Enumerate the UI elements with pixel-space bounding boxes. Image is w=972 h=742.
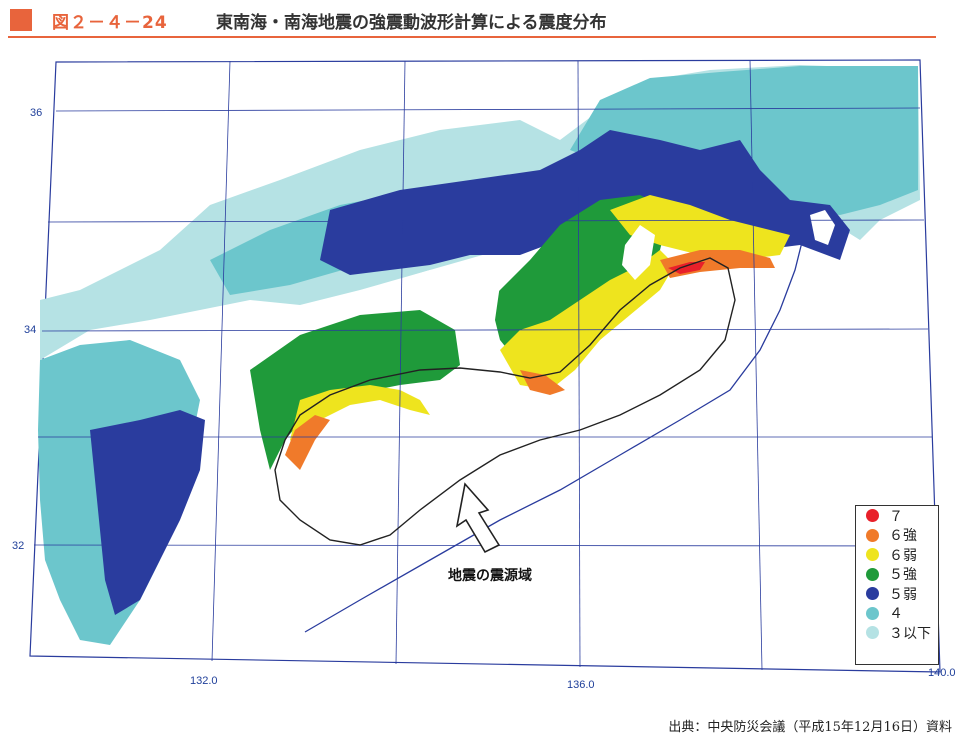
figure-header: 図２－４－24 東南海・南海地震の強震動波形計算による震度分布 [8,6,936,40]
legend-label: ５強 [889,567,917,584]
region-intensity-6-upper-kii [520,370,565,395]
legend-color-swatch [866,606,879,620]
tokyo-bay [810,210,835,245]
region-intensity-6-lower-kii [500,250,675,390]
legend-color-swatch [866,626,879,640]
header-marker [10,9,32,31]
lon-label-140: 140.0 [928,667,956,679]
source-region-outline [274,257,736,546]
region-intensity-6-lower-tokai [610,195,790,260]
lon-label-136: 136.0 [567,679,595,691]
header-underline [8,36,936,38]
source-citation: 出典：中央防災会議（平成15年12月16日）資料 [668,720,952,735]
region-intensity-6-upper-shikoku [285,415,330,470]
legend-label: ７ [889,508,903,525]
lat-label-34: 34 [24,324,36,336]
figure-title: 東南海・南海地震の強震動波形計算による震度分布 [216,13,607,33]
intensity-layers [38,65,920,645]
legend-label: ４ [889,606,903,623]
legend-color-swatch [866,587,879,601]
legend-color-swatch [866,528,879,542]
region-intensity-4 [570,66,918,215]
lat-label-36: 36 [30,107,42,119]
ise-bay [622,225,655,280]
legend-item: ６弱 [856,545,938,565]
legend-item: ３以下 [856,623,938,643]
region-intensity-5-lower-kyushu [90,410,205,615]
region-intensity-6-lower-shikoku [290,385,430,450]
legend-color-swatch [866,509,879,523]
region-intensity-5-lower [320,130,850,275]
source-region-label: 地震の震源域 [448,568,532,584]
lon-label-132: 132.0 [190,675,218,687]
seto-inland-sea [210,265,490,360]
legend-item: ６強 [856,526,938,546]
legend-item: ５弱 [856,584,938,604]
legend-label: ５弱 [889,586,917,603]
source-region-arrow [455,482,501,554]
legend-item: ５強 [856,565,938,585]
osaka-bay [470,265,500,335]
legend-item: ４ [856,604,938,624]
legend-item: ７ [856,506,938,526]
legend-label: ６強 [889,528,917,545]
intensity-legend: ７ ６強 ６弱 ５強 ５弱 ４ ３以下 [855,505,939,665]
lat-label-32: 32 [12,540,24,552]
legend-color-swatch [866,548,879,562]
nankai-trough-line [304,229,806,633]
region-intensity-7 [668,262,705,274]
legend-label: ６弱 [889,547,917,564]
figure-number: 図２－４－24 [52,13,168,33]
legend-color-swatch [866,567,879,581]
legend-label: ３以下 [889,625,931,642]
